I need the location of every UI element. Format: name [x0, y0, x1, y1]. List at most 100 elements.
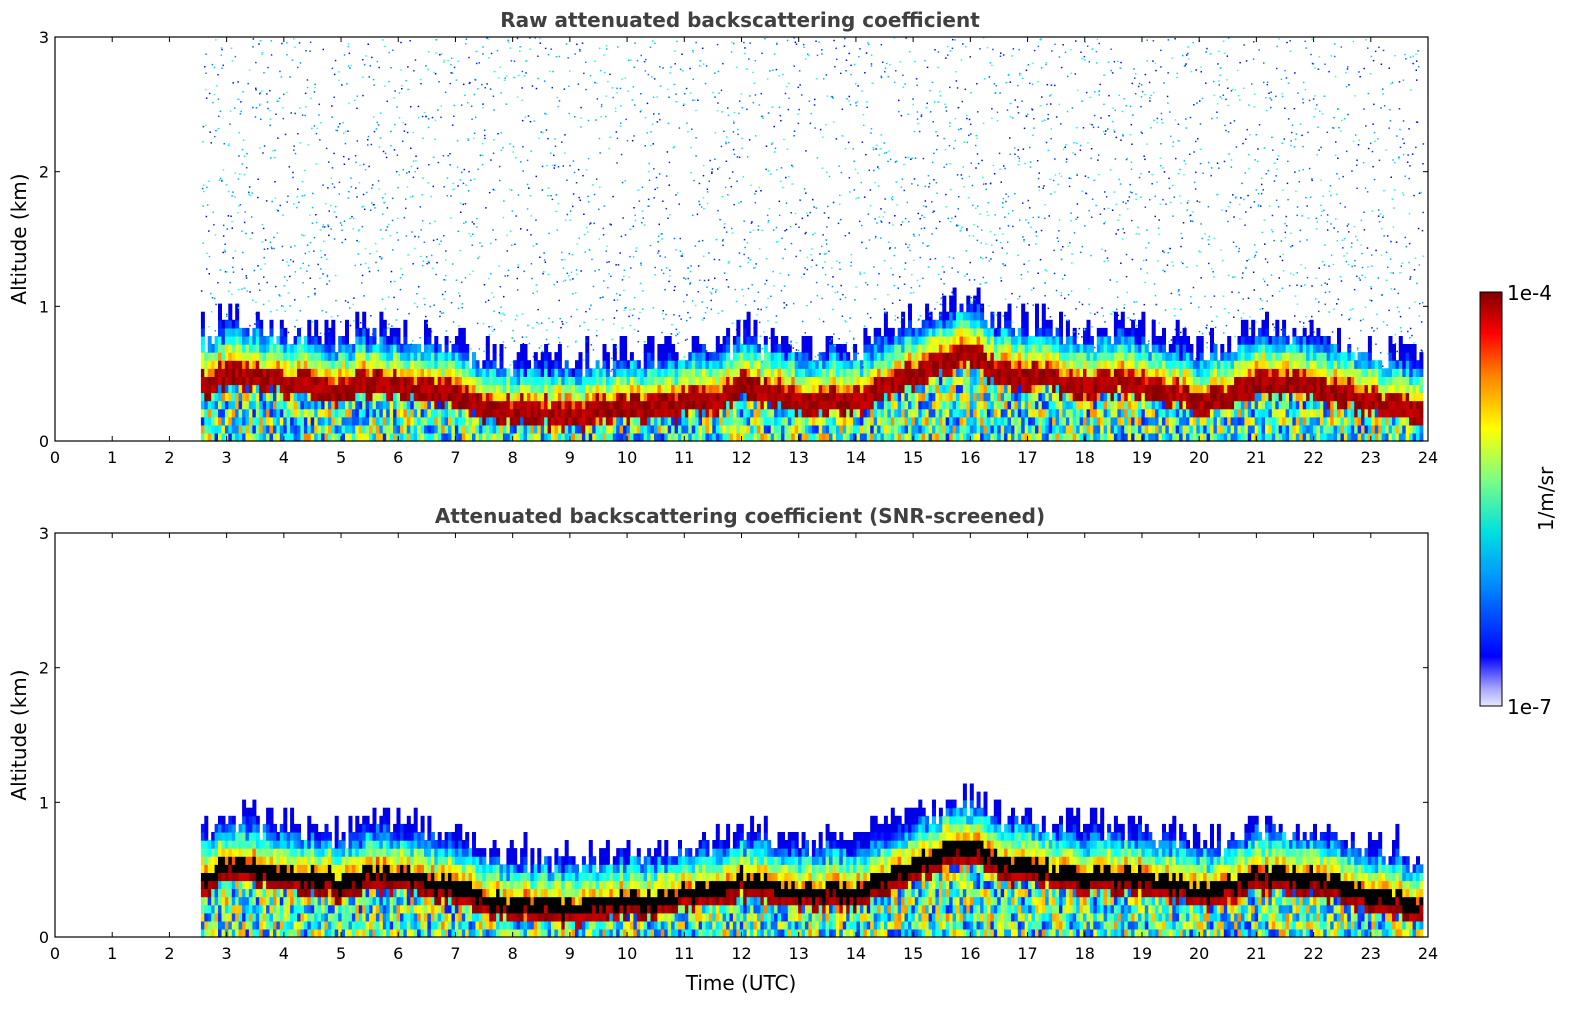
noise-speck — [665, 267, 668, 269]
heatmap-cell — [228, 408, 233, 418]
heatmap-cell — [290, 416, 295, 426]
noise-speck — [904, 262, 907, 264]
noise-speck — [646, 132, 648, 134]
noise-speck — [461, 171, 463, 174]
noise-speck — [381, 256, 383, 259]
heatmap-cell — [959, 424, 964, 434]
heatmap-cell — [818, 368, 823, 377]
noise-speck — [434, 220, 436, 223]
noise-speck — [568, 275, 570, 277]
noise-speck — [509, 364, 512, 366]
heatmap-cell — [204, 432, 209, 442]
noise-speck — [347, 301, 349, 304]
heatmap-cell — [200, 424, 205, 434]
noise-speck — [493, 109, 495, 111]
heatmap-cell — [478, 424, 483, 434]
heatmap-cell — [897, 416, 902, 426]
noise-speck — [885, 312, 887, 314]
heatmap-cell — [527, 424, 531, 434]
noise-speck — [237, 307, 240, 309]
heatmap-cell — [365, 360, 370, 369]
heatmap-cell — [770, 416, 775, 426]
heatmap-cell — [485, 392, 490, 402]
heatmap-cell — [279, 432, 284, 442]
noise-speck — [202, 242, 204, 244]
noise-speck — [536, 321, 538, 324]
noise-speck — [393, 296, 395, 299]
heatmap-cell — [454, 336, 459, 345]
heatmap-cell — [650, 376, 655, 386]
heatmap-cell — [660, 392, 665, 402]
heatmap-cell — [430, 424, 435, 434]
heatmap-cell — [942, 327, 947, 337]
heatmap-cell — [777, 408, 782, 418]
heatmap-cell — [221, 384, 226, 394]
heatmap-cell — [870, 432, 875, 442]
heatmap-cell — [465, 400, 470, 410]
noise-speck — [858, 55, 860, 58]
heatmap-cell — [369, 368, 374, 377]
noise-speck — [402, 140, 404, 142]
noise-speck — [589, 74, 592, 77]
heatmap-cell — [393, 336, 398, 345]
heatmap-cell — [859, 408, 864, 418]
noise-speck — [905, 37, 907, 39]
heatmap-cell — [502, 408, 507, 418]
noise-speck — [308, 250, 310, 253]
noise-speck — [622, 217, 624, 219]
noise-speck — [520, 228, 522, 230]
heatmap-cell — [530, 408, 535, 418]
heatmap-cell — [314, 352, 319, 361]
heatmap-cell — [420, 360, 425, 369]
heatmap-cell — [671, 416, 676, 426]
heatmap-cell — [458, 327, 463, 337]
noise-speck — [456, 166, 459, 168]
noise-speck — [914, 157, 917, 159]
heatmap-cell — [873, 327, 878, 337]
heatmap-cell — [908, 303, 912, 313]
noise-speck — [232, 271, 235, 273]
heatmap-cell — [221, 352, 226, 361]
heatmap-cell — [681, 400, 686, 410]
heatmap-cell — [767, 400, 772, 410]
heatmap-cell — [650, 344, 655, 353]
noise-speck — [765, 168, 767, 171]
noise-speck — [862, 366, 864, 368]
heatmap-cell — [345, 432, 349, 442]
heatmap-cell — [530, 416, 535, 426]
heatmap-cell — [726, 384, 731, 394]
noise-speck — [629, 59, 632, 61]
heatmap-cell — [520, 400, 525, 410]
heatmap-cell — [691, 392, 696, 402]
noise-speck — [629, 324, 631, 327]
noise-speck — [554, 164, 556, 167]
noise-speck — [372, 204, 374, 206]
noise-speck — [857, 197, 860, 199]
noise-speck — [507, 275, 509, 277]
heatmap-cell — [482, 384, 487, 394]
noise-speck — [900, 114, 903, 117]
heatmap-cell — [564, 400, 569, 410]
heatmap-cell — [224, 408, 229, 418]
heatmap-cell — [365, 368, 370, 377]
heatmap-cell — [276, 432, 281, 442]
noise-speck — [385, 156, 388, 159]
heatmap-cell — [533, 384, 538, 394]
heatmap-cell — [657, 360, 662, 369]
heatmap-cell — [839, 344, 844, 353]
heatmap-cell — [417, 344, 422, 353]
heatmap-cell — [509, 384, 514, 394]
heatmap-cell — [461, 368, 466, 377]
heatmap-cell — [286, 344, 291, 353]
heatmap-cell — [746, 344, 751, 353]
noise-speck — [728, 261, 730, 264]
noise-speck — [870, 132, 872, 134]
heatmap-cell — [540, 408, 545, 418]
heatmap-cell — [767, 432, 772, 442]
heatmap-cell — [262, 336, 267, 345]
heatmap-cell — [811, 376, 816, 386]
heatmap-cell — [255, 424, 260, 434]
heatmap-cell — [664, 432, 669, 442]
heatmap-cell — [200, 344, 205, 353]
heatmap-cell — [736, 416, 741, 426]
